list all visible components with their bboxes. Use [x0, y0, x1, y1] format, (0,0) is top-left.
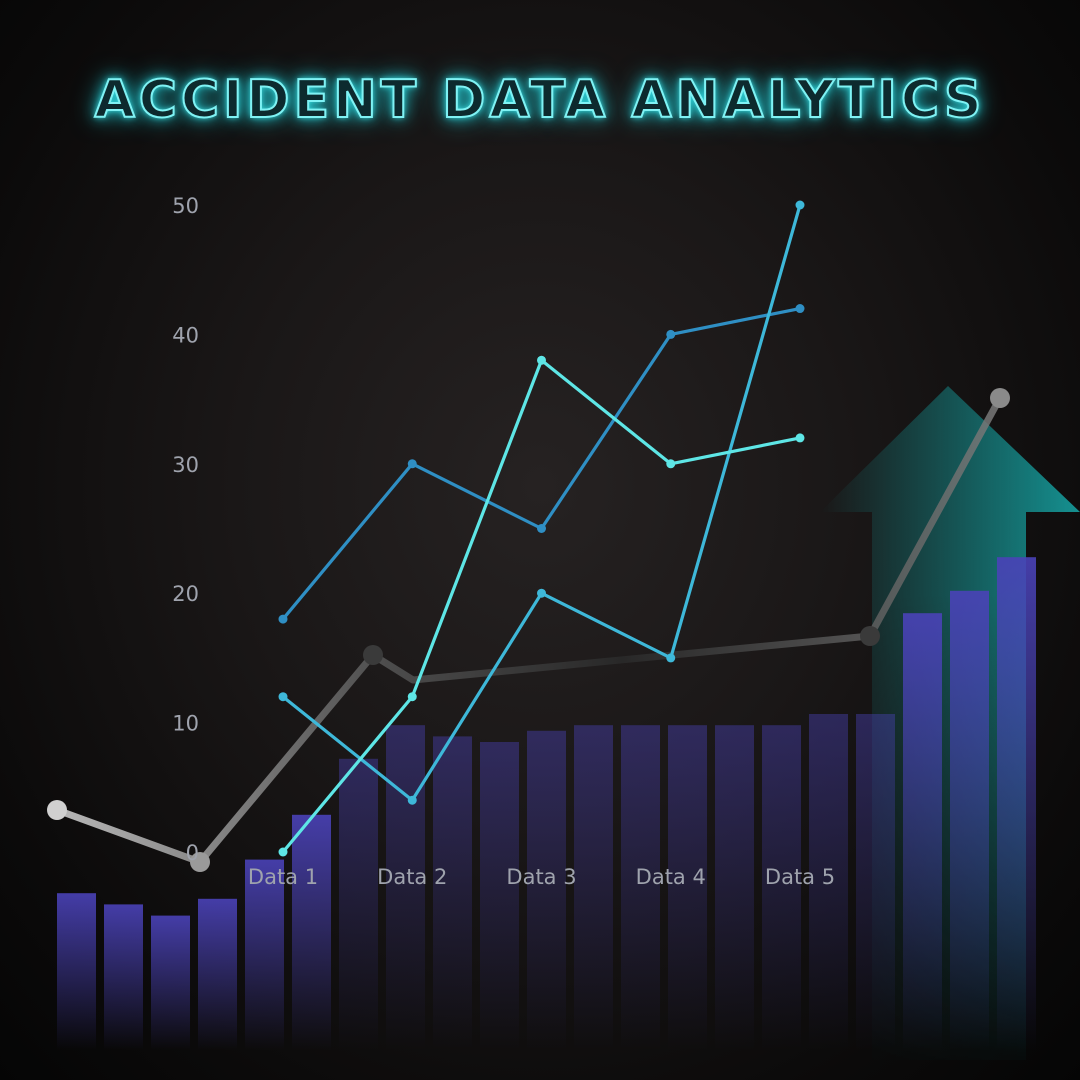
series-point-2: [537, 588, 546, 598]
trend-point: [47, 800, 67, 820]
series-point-3: [407, 692, 417, 702]
y-tick-label: 10: [172, 712, 199, 736]
x-tick-label: Data 4: [636, 865, 706, 889]
background-bar: [527, 730, 566, 1050]
x-tick-label: Data 5: [765, 865, 835, 889]
background-bar: [950, 590, 989, 1050]
series-point-1: [666, 329, 676, 339]
series-point-2: [666, 653, 676, 663]
trend-point: [990, 388, 1010, 408]
y-tick-label: 40: [172, 323, 199, 347]
background-bar: [997, 557, 1036, 1050]
x-tick-label: Data 3: [506, 865, 576, 889]
series-point-3: [278, 847, 288, 857]
background-bar: [339, 758, 378, 1050]
background-bar: [762, 725, 801, 1050]
background-bar: [668, 725, 707, 1050]
series-point-3: [795, 433, 805, 443]
series-line-2: [281, 203, 802, 802]
background-bar: [480, 742, 519, 1050]
y-tick-label: 20: [172, 582, 199, 606]
series-line-1: [281, 306, 802, 621]
background-bar: [104, 904, 143, 1050]
background-bar: [292, 814, 331, 1050]
background-bar: [245, 859, 284, 1050]
background-bar: [574, 725, 613, 1050]
series-point-3: [537, 355, 546, 365]
series-point-2: [795, 200, 805, 210]
y-tick-label: 30: [172, 453, 199, 477]
background-bar: [856, 714, 895, 1050]
chart-title: ACCIDENT DATA ANALYTICS: [94, 69, 986, 131]
x-tick-label: Data 1: [248, 865, 318, 889]
background-bar: [433, 736, 472, 1050]
y-tick-label: 0: [186, 841, 199, 865]
series-point-1: [278, 614, 288, 624]
series-point-1: [407, 459, 417, 469]
background-bar: [903, 613, 942, 1050]
series-point-1: [537, 524, 546, 533]
background-bar: [621, 725, 660, 1050]
background-bar: [151, 915, 190, 1050]
series-point-2: [407, 795, 417, 805]
background-bar: [57, 893, 96, 1050]
background-bar: [386, 725, 425, 1050]
series-point-2: [278, 692, 288, 702]
x-tick-label: Data 2: [377, 865, 447, 889]
y-tick-label: 50: [172, 194, 199, 218]
background-bar: [715, 725, 754, 1050]
trend-point: [190, 852, 210, 872]
series-point-1: [795, 304, 805, 314]
trend-line: [53, 394, 1004, 866]
background-bar: [198, 898, 237, 1050]
background-bar: [809, 714, 848, 1050]
trend-point: [860, 626, 880, 646]
series-point-3: [666, 459, 676, 469]
trend-point: [363, 645, 383, 665]
